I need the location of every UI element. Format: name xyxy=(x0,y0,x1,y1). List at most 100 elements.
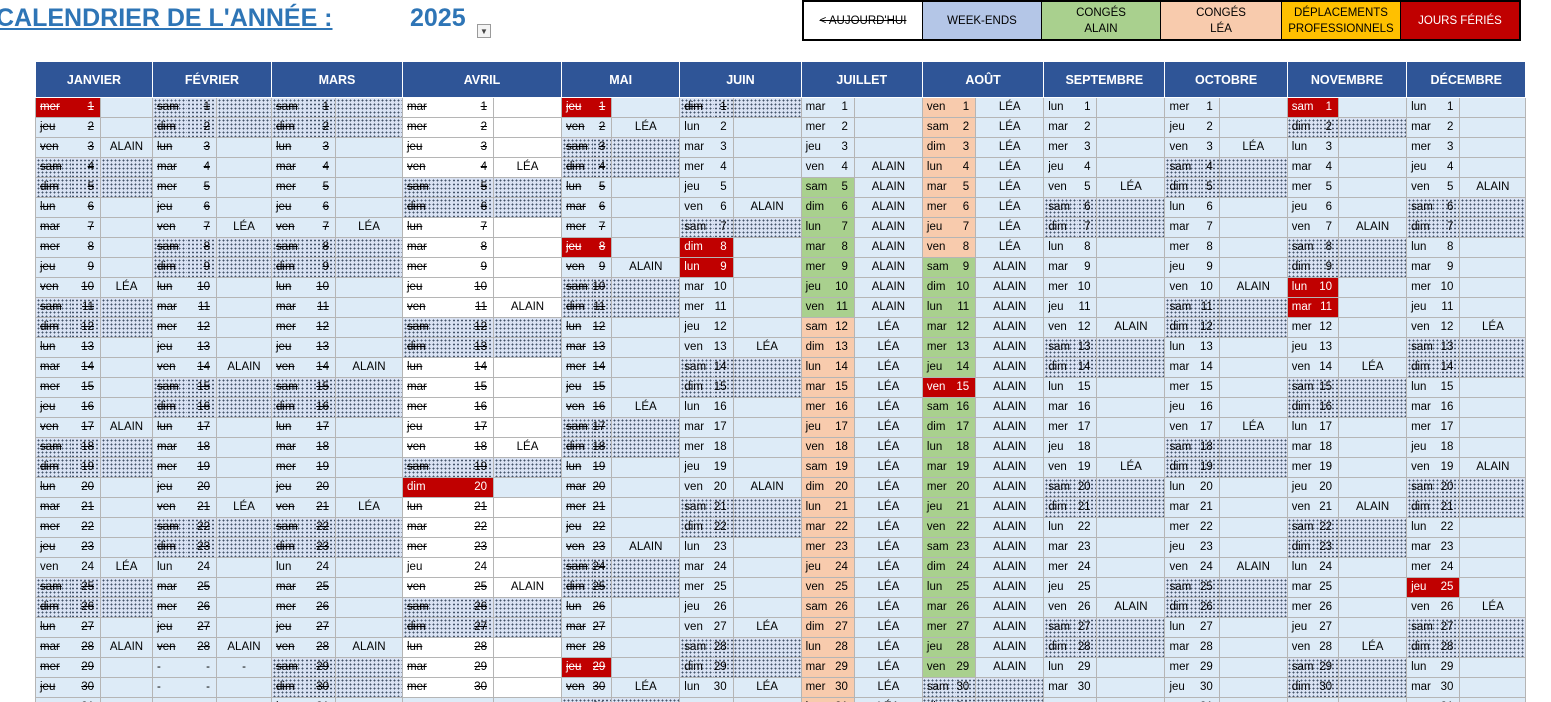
day-number-cell[interactable]: 8 xyxy=(451,237,494,258)
event-cell[interactable] xyxy=(493,397,562,418)
day-name-cell[interactable]: mar xyxy=(35,217,71,238)
day-name-cell[interactable]: mer xyxy=(152,177,187,198)
event-cell[interactable]: LÉA xyxy=(975,97,1045,118)
event-cell[interactable] xyxy=(493,97,562,118)
event-cell[interactable] xyxy=(216,177,272,198)
event-cell[interactable] xyxy=(100,337,153,358)
event-cell[interactable]: ALAIN xyxy=(611,257,681,278)
event-cell[interactable] xyxy=(1459,117,1527,138)
day-name-cell[interactable]: ven xyxy=(1286,357,1320,378)
day-number-cell[interactable]: 24 xyxy=(1440,557,1461,578)
day-name-cell[interactable]: lun xyxy=(679,537,714,558)
event-cell[interactable]: LÉA xyxy=(975,117,1045,138)
day-number-cell[interactable] xyxy=(451,697,494,702)
event-cell[interactable] xyxy=(335,657,403,678)
day-name-cell[interactable]: jeu xyxy=(152,197,187,218)
day-number-cell[interactable]: 6 xyxy=(835,197,855,218)
day-name-cell[interactable]: mar xyxy=(152,577,187,598)
day-number-cell[interactable]: 10 xyxy=(186,277,217,298)
event-cell[interactable] xyxy=(1218,397,1288,418)
event-cell[interactable] xyxy=(216,577,272,598)
day-number-cell[interactable]: 15 xyxy=(713,377,734,398)
day-name-cell[interactable]: dim xyxy=(1043,497,1078,518)
day-number-cell[interactable]: 27 xyxy=(70,617,101,638)
day-name-cell[interactable]: lun xyxy=(800,637,836,658)
event-cell[interactable] xyxy=(493,497,562,518)
event-cell[interactable] xyxy=(1459,377,1527,398)
day-number-cell[interactable]: 29 xyxy=(1077,657,1098,678)
day-number-cell[interactable]: 26 xyxy=(304,597,336,618)
day-number-cell[interactable]: 17 xyxy=(1319,417,1340,438)
day-number-cell[interactable]: 31 xyxy=(1440,697,1461,702)
day-name-cell[interactable]: ven xyxy=(800,437,836,458)
day-name-cell[interactable]: dim xyxy=(1286,117,1320,138)
event-cell[interactable] xyxy=(100,177,153,198)
event-cell[interactable] xyxy=(335,677,403,698)
day-name-cell[interactable]: sam xyxy=(921,397,957,418)
day-name-cell[interactable]: jeu xyxy=(1043,577,1078,598)
day-name-cell[interactable]: mer xyxy=(921,337,957,358)
day-number-cell[interactable]: 25 xyxy=(1077,577,1098,598)
day-name-cell[interactable]: lun xyxy=(152,557,187,578)
day-number-cell[interactable]: 26 xyxy=(1077,597,1098,618)
event-cell[interactable] xyxy=(1459,397,1527,418)
day-number-cell[interactable]: 5 xyxy=(70,177,101,198)
event-cell[interactable]: LÉA xyxy=(853,317,923,338)
event-cell[interactable]: LÉA xyxy=(975,157,1045,178)
day-name-cell[interactable]: mar xyxy=(1164,357,1200,378)
event-cell[interactable] xyxy=(1338,657,1408,678)
event-cell[interactable] xyxy=(853,97,923,118)
day-name-cell[interactable]: mar xyxy=(561,337,593,358)
day-number-cell[interactable]: 7 xyxy=(186,217,217,238)
day-name-cell[interactable]: lun xyxy=(561,457,593,478)
day-name-cell[interactable]: sam xyxy=(561,697,593,702)
day-name-cell[interactable]: dim xyxy=(679,517,714,538)
day-number-cell[interactable]: 4 xyxy=(1319,157,1340,178)
day-name-cell[interactable]: sam xyxy=(800,597,836,618)
day-number-cell[interactable]: 6 xyxy=(186,197,217,218)
day-name-cell[interactable]: jeu xyxy=(1286,337,1320,358)
day-name-cell[interactable]: ven xyxy=(1164,277,1200,298)
day-number-cell[interactable]: 17 xyxy=(1077,417,1098,438)
event-cell[interactable]: LÉA xyxy=(1338,357,1408,378)
day-name-cell[interactable]: lun xyxy=(1164,197,1200,218)
day-name-cell[interactable]: lun xyxy=(561,597,593,618)
event-cell[interactable] xyxy=(732,557,802,578)
event-cell[interactable]: LÉA xyxy=(853,397,923,418)
day-name-cell[interactable]: dim xyxy=(152,397,187,418)
event-cell[interactable]: ALAIN xyxy=(100,417,153,438)
day-name-cell[interactable]: jeu xyxy=(1286,617,1320,638)
day-number-cell[interactable]: 22 xyxy=(1077,517,1098,538)
event-cell[interactable] xyxy=(216,377,272,398)
day-number-cell[interactable]: 30 xyxy=(592,677,613,698)
day-name-cell[interactable]: ven xyxy=(1164,417,1200,438)
event-cell[interactable] xyxy=(335,377,403,398)
event-cell[interactable] xyxy=(1338,297,1408,318)
event-cell[interactable]: LÉA xyxy=(1338,637,1408,658)
day-number-cell[interactable]: 8 xyxy=(1440,237,1461,258)
day-number-cell[interactable]: 30 xyxy=(713,677,734,698)
day-number-cell[interactable]: 7 xyxy=(304,217,336,238)
event-cell[interactable] xyxy=(100,317,153,338)
day-number-cell[interactable]: 20 xyxy=(1077,477,1098,498)
day-name-cell[interactable]: dim xyxy=(921,697,957,702)
day-number-cell[interactable]: 28 xyxy=(1440,637,1461,658)
day-number-cell[interactable]: 22 xyxy=(304,517,336,538)
event-cell[interactable] xyxy=(1218,457,1288,478)
day-number-cell[interactable]: 31 xyxy=(592,697,613,702)
day-number-cell[interactable]: 15 xyxy=(1077,377,1098,398)
day-name-cell[interactable]: jeu xyxy=(35,677,71,698)
day-number-cell[interactable]: 16 xyxy=(451,397,494,418)
day-name-cell[interactable]: mar xyxy=(800,377,836,398)
day-number-cell[interactable]: 5 xyxy=(451,177,494,198)
event-cell[interactable]: LÉA xyxy=(853,697,923,702)
day-name-cell[interactable]: jeu xyxy=(1286,197,1320,218)
event-cell[interactable]: LÉA xyxy=(975,177,1045,198)
event-cell[interactable] xyxy=(1096,297,1166,318)
event-cell[interactable]: LÉA xyxy=(1096,177,1166,198)
event-cell[interactable] xyxy=(216,277,272,298)
event-cell[interactable] xyxy=(216,157,272,178)
day-name-cell[interactable]: mer xyxy=(561,637,593,658)
event-cell[interactable]: ALAIN xyxy=(975,297,1045,318)
day-name-cell[interactable]: lun xyxy=(921,157,957,178)
